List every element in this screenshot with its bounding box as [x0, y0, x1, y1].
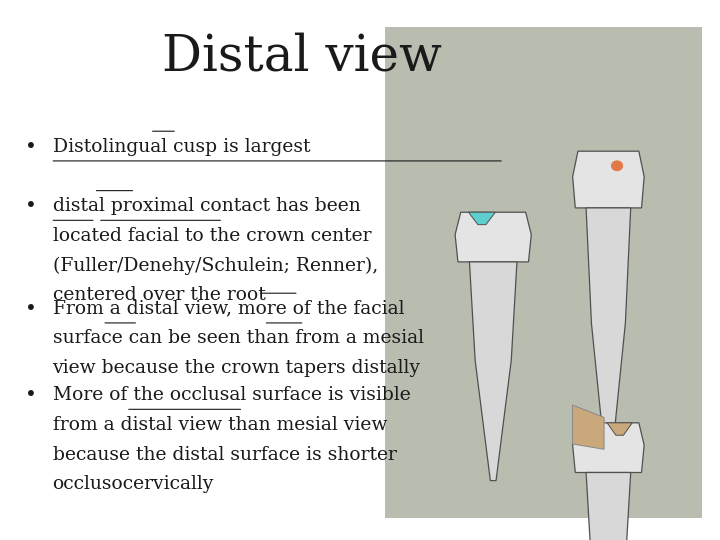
Text: centered over the root: centered over the root — [53, 286, 265, 304]
Text: (Fuller/Denehy/Schulein; Renner),: (Fuller/Denehy/Schulein; Renner), — [53, 256, 378, 275]
Polygon shape — [586, 472, 631, 540]
Text: More of the occlusal surface is visible: More of the occlusal surface is visible — [53, 386, 410, 404]
Text: From a distal view, more of the facial: From a distal view, more of the facial — [53, 300, 404, 318]
Text: from a distal view than mesial view: from a distal view than mesial view — [53, 416, 387, 434]
Text: located facial to the crown center: located facial to the crown center — [53, 227, 371, 245]
Polygon shape — [607, 423, 632, 435]
Polygon shape — [572, 151, 644, 208]
Text: distal proximal contact has been: distal proximal contact has been — [53, 197, 360, 215]
Text: •: • — [25, 138, 37, 157]
Text: view because the crown tapers distally: view because the crown tapers distally — [53, 359, 420, 377]
FancyBboxPatch shape — [385, 27, 702, 518]
Text: surface can be seen than from a mesial: surface can be seen than from a mesial — [53, 329, 423, 347]
Polygon shape — [572, 405, 604, 449]
Polygon shape — [586, 208, 631, 464]
Text: Distolingual cusp is largest: Distolingual cusp is largest — [53, 138, 310, 156]
Polygon shape — [455, 212, 531, 262]
Text: •: • — [25, 300, 37, 319]
Polygon shape — [469, 212, 495, 225]
Text: •: • — [25, 386, 37, 405]
Text: •: • — [25, 197, 37, 216]
Polygon shape — [572, 423, 644, 472]
Text: Distal view: Distal view — [163, 32, 442, 82]
Text: occlusocervically: occlusocervically — [53, 475, 214, 493]
Polygon shape — [469, 262, 517, 481]
Text: because the distal surface is shorter: because the distal surface is shorter — [53, 446, 397, 463]
Ellipse shape — [611, 160, 623, 171]
